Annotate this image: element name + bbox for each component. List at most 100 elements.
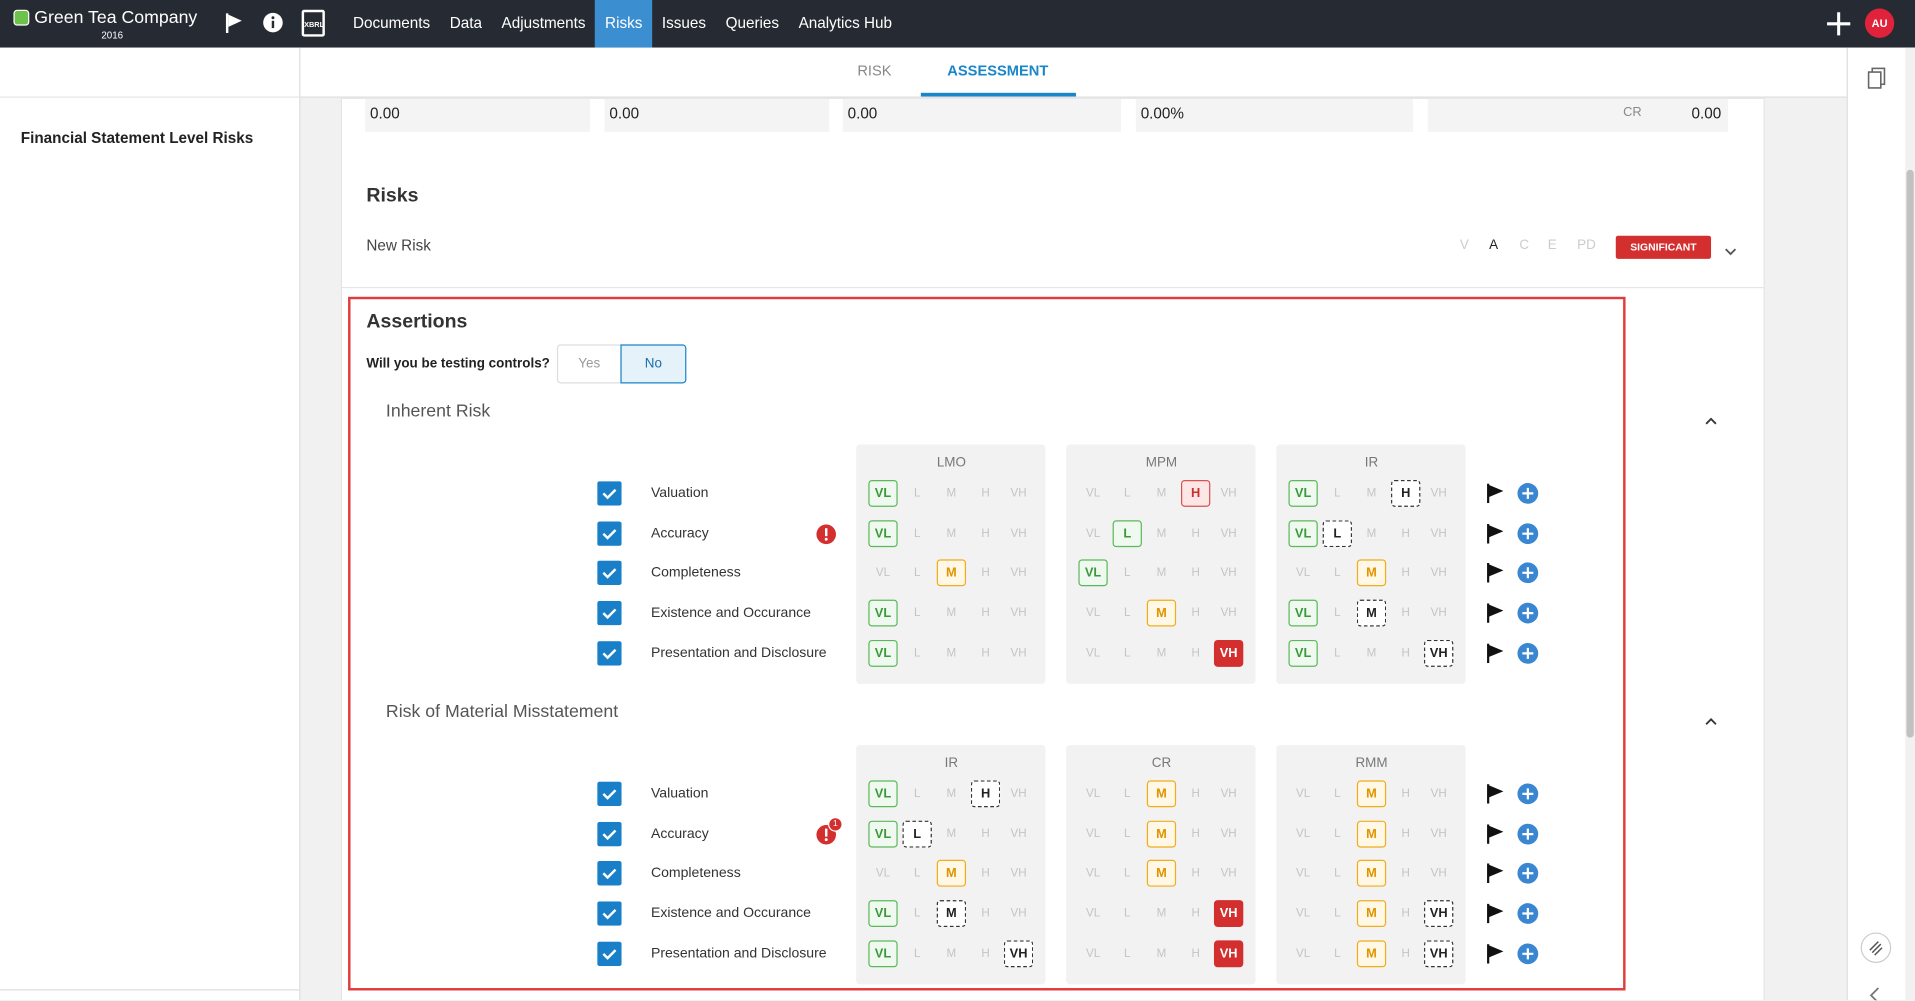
level-option[interactable]: M	[1156, 947, 1167, 961]
nav-item[interactable]: Risks	[595, 0, 653, 48]
row-checkbox[interactable]	[597, 600, 622, 632]
section-collapse[interactable]	[1705, 710, 1717, 732]
risk-flag[interactable]: V	[1459, 238, 1469, 253]
level-selected[interactable]: VL	[868, 900, 898, 927]
level-option[interactable]: L	[1124, 827, 1131, 841]
level-selected[interactable]: M	[936, 559, 967, 587]
level-option[interactable]: M	[1156, 566, 1167, 580]
sidebar-title[interactable]: Financial Statement Level Risks	[20, 129, 254, 147]
level-option[interactable]: H	[1401, 866, 1410, 880]
level-selected[interactable]: M	[1356, 599, 1387, 627]
level-option[interactable]: VH	[1010, 486, 1027, 501]
level-option[interactable]: VL	[1296, 906, 1311, 921]
level-option[interactable]: L	[913, 526, 921, 541]
level-selected[interactable]: M	[1356, 559, 1387, 587]
level-option[interactable]: VL	[1085, 526, 1101, 541]
attach-icon[interactable]	[1860, 932, 1892, 970]
row-checkbox[interactable]	[597, 861, 622, 892]
level-option[interactable]: L	[913, 566, 921, 580]
xbrl-icon[interactable]: XBRL	[301, 9, 325, 37]
level-option[interactable]: VL	[1085, 906, 1101, 921]
row-add[interactable]	[1517, 943, 1539, 971]
level-option[interactable]: H	[1191, 787, 1200, 801]
nav-item[interactable]: Analytics Hub	[798, 14, 892, 32]
level-option[interactable]: M	[946, 526, 957, 541]
tab[interactable]: RISK	[857, 62, 892, 80]
row-add[interactable]	[1517, 783, 1539, 811]
level-selected[interactable]: M	[936, 859, 967, 887]
add-icon[interactable]	[1826, 11, 1852, 43]
level-option[interactable]: H	[1401, 947, 1410, 961]
level-option[interactable]: L	[913, 906, 921, 921]
level-option[interactable]: H	[981, 827, 990, 841]
level-option[interactable]: L	[1124, 787, 1131, 801]
row-flag[interactable]	[1486, 643, 1504, 670]
row-checkbox[interactable]	[597, 521, 622, 552]
level-option[interactable]: L	[1334, 606, 1341, 620]
level-option[interactable]: L	[1334, 866, 1341, 880]
level-option[interactable]: VH	[1220, 827, 1237, 841]
level-option[interactable]: VH	[1430, 827, 1447, 841]
expand-chevron[interactable]	[1724, 241, 1737, 263]
level-selected[interactable]: VL	[868, 820, 898, 848]
alert-icon[interactable]	[816, 524, 837, 551]
row-checkbox[interactable]	[597, 560, 622, 592]
collapse-icon[interactable]	[1867, 986, 1882, 1001]
level-option[interactable]: VL	[875, 866, 891, 880]
level-option[interactable]: VL	[1296, 947, 1311, 961]
level-option[interactable]: VH	[1010, 606, 1027, 620]
nav-item[interactable]: Data	[449, 14, 482, 32]
level-option[interactable]: L	[1334, 566, 1341, 580]
level-selected[interactable]: VH	[1003, 940, 1034, 968]
level-option[interactable]: VH	[1220, 526, 1237, 541]
level-selected[interactable]: H	[970, 780, 1001, 808]
toggle-button[interactable]: No	[620, 344, 687, 384]
level-option[interactable]: H	[1401, 606, 1410, 620]
row-add[interactable]	[1517, 562, 1539, 590]
row-add[interactable]	[1517, 823, 1539, 851]
level-option[interactable]: VH	[1010, 906, 1027, 921]
level-selected[interactable]: VL	[868, 520, 898, 548]
level-option[interactable]: H	[1191, 526, 1200, 541]
level-option[interactable]: H	[1191, 866, 1200, 880]
level-option[interactable]: M	[946, 486, 957, 501]
level-option[interactable]: VL	[1085, 787, 1101, 801]
level-selected[interactable]: VL	[868, 940, 898, 968]
copy-icon[interactable]	[1867, 67, 1887, 95]
level-option[interactable]: VH	[1430, 866, 1447, 880]
level-option[interactable]: VH	[1430, 566, 1447, 580]
level-option[interactable]: VL	[1085, 827, 1101, 841]
row-add[interactable]	[1517, 862, 1539, 890]
level-option[interactable]: VH	[1010, 646, 1027, 661]
level-option[interactable]: M	[1156, 526, 1167, 541]
level-selected[interactable]: VH	[1213, 639, 1244, 667]
level-option[interactable]: M	[1156, 486, 1167, 501]
level-option[interactable]: H	[1191, 646, 1200, 661]
level-selected[interactable]: VH	[1213, 900, 1244, 927]
level-option[interactable]: H	[981, 646, 990, 661]
flag-icon[interactable]	[225, 12, 245, 40]
brand-name[interactable]: Green Tea Company	[34, 8, 198, 29]
level-option[interactable]: VH	[1430, 486, 1447, 501]
level-option[interactable]: VL	[1296, 866, 1311, 880]
risk-flag[interactable]: C	[1519, 238, 1530, 253]
level-selected[interactable]: L	[1322, 520, 1352, 548]
row-add[interactable]	[1517, 482, 1539, 510]
level-selected[interactable]: VH	[1424, 639, 1454, 667]
level-selected[interactable]: M	[1146, 859, 1177, 887]
level-selected[interactable]: H	[1391, 479, 1421, 507]
level-option[interactable]: H	[1191, 566, 1200, 580]
level-option[interactable]: H	[981, 486, 990, 501]
level-option[interactable]: L	[1334, 947, 1341, 961]
level-option[interactable]: VH	[1220, 866, 1237, 880]
level-selected[interactable]: M	[1356, 940, 1387, 968]
level-option[interactable]: H	[981, 906, 990, 921]
level-selected[interactable]: M	[1146, 820, 1177, 848]
level-option[interactable]: L	[1124, 646, 1131, 661]
level-option[interactable]: H	[981, 566, 990, 580]
row-checkbox[interactable]	[597, 481, 622, 512]
level-option[interactable]: VL	[1085, 646, 1101, 661]
row-flag[interactable]	[1486, 863, 1504, 889]
level-option[interactable]: L	[913, 606, 921, 620]
level-option[interactable]: L	[913, 787, 921, 801]
